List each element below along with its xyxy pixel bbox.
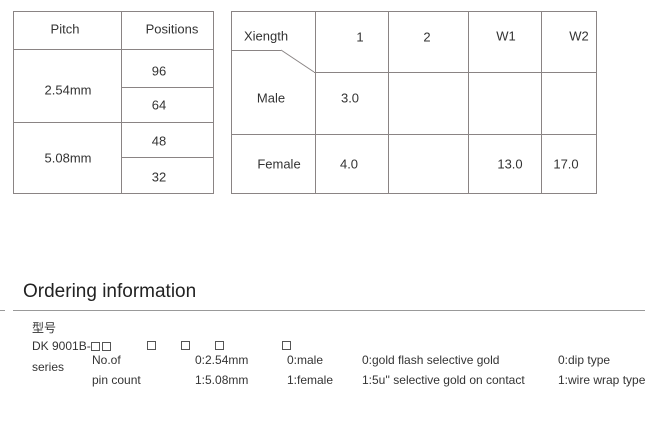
pitch-option: 1:5.08mm bbox=[195, 373, 249, 387]
series-label: series bbox=[32, 360, 65, 374]
plating-option: 0:gold flash selective gold bbox=[362, 353, 500, 367]
cell-value: 4.0 bbox=[339, 156, 359, 172]
row-label-male: Male bbox=[256, 90, 286, 106]
cell-value: 17.0 bbox=[553, 156, 579, 172]
pitch-value: 2.54mm bbox=[44, 82, 92, 98]
pitch-value: 5.08mm bbox=[44, 150, 92, 166]
header-pitch: Pitch bbox=[50, 21, 80, 37]
plating-option: 1:5u'' selective gold on contact bbox=[362, 373, 525, 387]
cell-value: 3.0 bbox=[340, 90, 360, 106]
header-1: 1 bbox=[356, 29, 364, 45]
placeholder-box bbox=[282, 341, 291, 350]
section-title: Ordering information bbox=[23, 281, 197, 302]
header-w1: W1 bbox=[496, 28, 516, 44]
pin-count-line: pin count bbox=[92, 373, 141, 387]
model-prefix: DK 9001B- bbox=[32, 339, 91, 353]
header-positions: Positions bbox=[145, 21, 199, 37]
positions-value: 96 bbox=[151, 63, 167, 79]
positions-value: 64 bbox=[151, 97, 167, 113]
cell-value: 13.0 bbox=[497, 156, 523, 172]
pitch-option: 0:2.54mm bbox=[195, 353, 249, 367]
placeholder-box bbox=[215, 341, 224, 350]
header-w2: W2 bbox=[569, 28, 589, 44]
positions-value: 48 bbox=[151, 133, 167, 149]
placeholder-box bbox=[181, 341, 190, 350]
placeholder-box bbox=[147, 341, 156, 350]
model-label: 型号 bbox=[32, 321, 57, 335]
model-code: DK 9001B- bbox=[32, 339, 113, 353]
gender-option: 0:male bbox=[287, 353, 324, 367]
gender-option: 1:female bbox=[287, 373, 334, 387]
header-xiength: Xiength bbox=[243, 28, 289, 44]
placeholder-boxes bbox=[90, 339, 113, 353]
header-2: 2 bbox=[423, 29, 431, 45]
diagonal-divider bbox=[280, 49, 315, 73]
positions-value: 32 bbox=[151, 169, 167, 185]
type-option: 0:dip type bbox=[558, 353, 611, 367]
type-option: 1:wire wrap type bbox=[558, 373, 646, 387]
row-label-female: Female bbox=[257, 156, 301, 172]
pin-count-line: No.of bbox=[92, 353, 121, 367]
